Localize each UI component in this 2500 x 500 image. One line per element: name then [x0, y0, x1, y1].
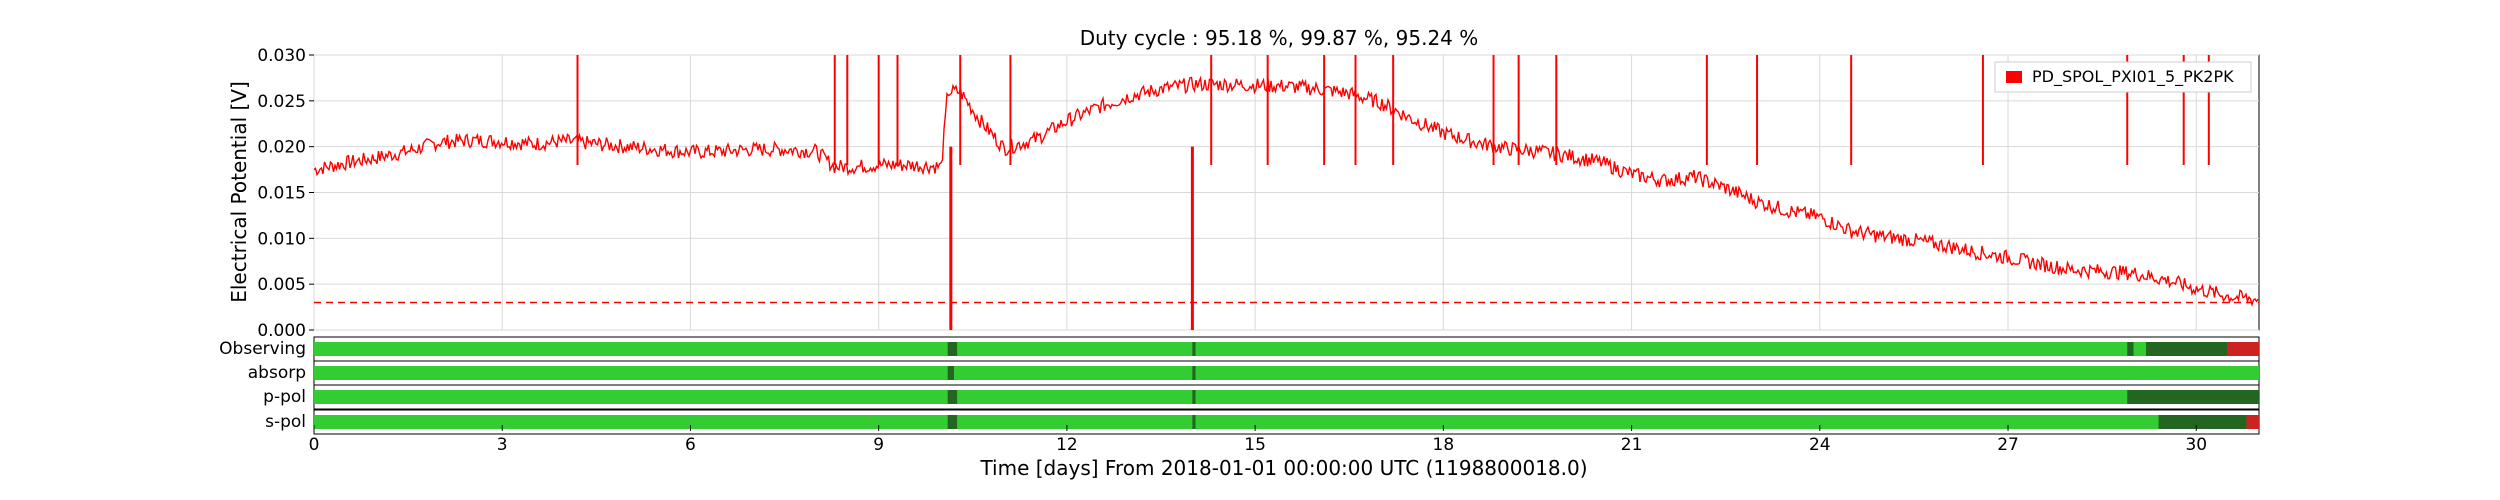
x-tick-label: 30 [2185, 435, 2207, 455]
segment-panel: Observing absorp p-pol s-pol [219, 336, 2260, 435]
x-tick-label: 21 [1621, 435, 1643, 455]
segment-row-label: s-pol [265, 412, 306, 432]
x-tick-label: 18 [1433, 435, 1455, 455]
legend-swatch [2006, 71, 2022, 83]
segment-block [947, 415, 958, 429]
x-tick-label: 0 [309, 435, 320, 455]
segment-block [2127, 342, 2134, 356]
segment-block [1192, 366, 1196, 380]
segment-block [314, 390, 2259, 404]
y-tick-label: 0.000 [257, 321, 306, 341]
y-tick-label: 0.005 [257, 275, 306, 295]
y-tick-label: 0.010 [257, 229, 306, 249]
y-tick-label: 0.030 [257, 46, 306, 66]
segment-block [947, 342, 958, 356]
legend: PD_SPOL_PXI01_5_PK2PK [1994, 61, 2252, 93]
segment-block [1192, 415, 1196, 429]
data-layer [313, 55, 2259, 330]
segment-row-label: p-pol [263, 387, 306, 407]
main-plot-area: 0.000 0.005 0.010 0.015 0.020 0.025 0.030 [257, 46, 2260, 341]
segment-block [2227, 342, 2259, 356]
legend-box [1994, 61, 2252, 93]
segment-block [2146, 342, 2228, 356]
y-tick-label: 0.025 [257, 92, 306, 112]
segment-block [2246, 415, 2259, 429]
segment-block [2158, 415, 2247, 429]
x-tick-label: 27 [1997, 435, 2019, 455]
x-tick-label: 3 [497, 435, 508, 455]
segment-block [947, 366, 954, 380]
y-tick-label: 0.015 [257, 184, 306, 204]
x-tick-label: 6 [685, 435, 696, 455]
segment-block [314, 366, 2259, 380]
legend-label: PD_SPOL_PXI01_5_PK2PK [2032, 67, 2234, 87]
segment-block [314, 415, 2259, 429]
x-tick-label: 15 [1244, 435, 1266, 455]
segment-block [1192, 342, 1196, 356]
chart-title: Duty cycle : 95.18 %, 99.87 %, 95.24 % [1080, 26, 1479, 50]
segment-block [314, 342, 2259, 356]
x-tick-label: 12 [1056, 435, 1078, 455]
x-tick-label: 24 [1809, 435, 1831, 455]
segment-row-label: absorp [248, 363, 306, 383]
y-axis-label: Electrical Potential [V] [227, 81, 251, 303]
series-line [313, 75, 2259, 308]
y-tick-label: 0.020 [257, 138, 306, 158]
x-axis-ticks: 0 3 6 9 12 15 18 21 24 27 30 [309, 425, 2207, 455]
segment-block [2127, 390, 2259, 404]
y-axis-ticks: 0.000 0.005 0.010 0.015 0.020 0.025 0.030 [257, 46, 314, 341]
segment-block [1192, 390, 1196, 404]
gridlines [313, 54, 2259, 331]
x-tick-label: 9 [873, 435, 884, 455]
segment-block [947, 390, 958, 404]
segment-row-label: Observing [219, 339, 306, 359]
x-axis-label: Time [days] From 2018-01-01 00:00:00 UTC… [979, 456, 1587, 480]
